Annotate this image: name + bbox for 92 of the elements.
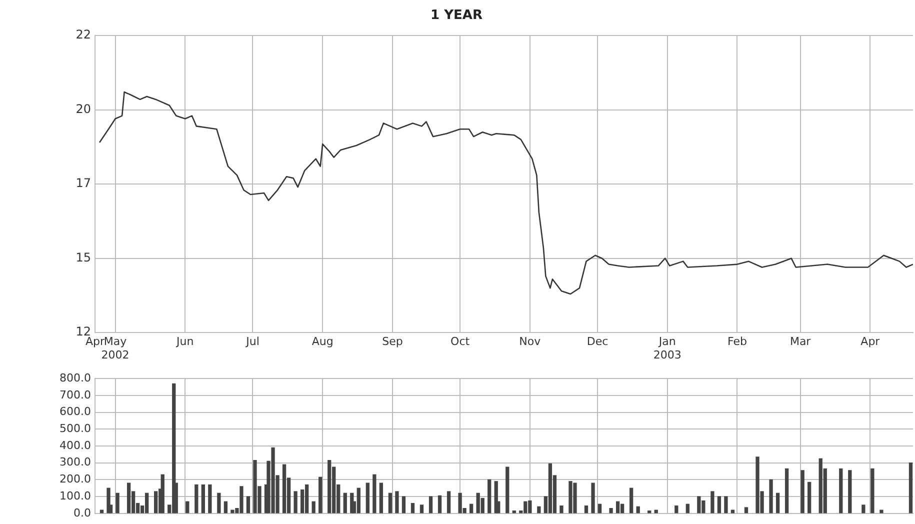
bar <box>908 462 913 514</box>
bar <box>469 504 474 514</box>
bar <box>328 460 332 514</box>
bar <box>126 482 131 514</box>
y-tick-label: 500.0 <box>60 422 91 436</box>
bar <box>201 484 205 514</box>
bar <box>609 508 613 514</box>
y-tick-label: 0.0 <box>74 506 91 520</box>
y-tick-label: 700.0 <box>60 388 91 402</box>
bar <box>730 510 735 514</box>
bar <box>446 491 451 514</box>
y-tick-label: 22 <box>76 28 91 42</box>
bar <box>395 491 399 514</box>
y-tick-label: 600.0 <box>60 405 91 418</box>
y-tick-label: 800.0 <box>60 371 91 384</box>
x-tick-label: Apr <box>85 335 105 348</box>
bar <box>294 491 298 514</box>
bar <box>186 501 190 514</box>
bar <box>194 484 198 514</box>
x-tick-label: Apr <box>860 335 880 348</box>
bar <box>560 505 564 514</box>
bar <box>512 510 516 514</box>
bar <box>304 484 309 514</box>
y-tick-label: 200.0 <box>60 472 91 486</box>
bar <box>356 488 360 514</box>
bar <box>654 510 658 514</box>
chart-title: 1 YEAR <box>430 8 482 24</box>
bar <box>784 468 789 514</box>
bar <box>217 492 221 514</box>
y-tick-label: 17 <box>76 176 91 190</box>
bar <box>710 491 714 514</box>
bar <box>388 492 392 514</box>
bar <box>870 468 874 514</box>
bar <box>636 506 640 514</box>
bar <box>537 506 541 514</box>
bar <box>848 470 852 514</box>
x-tick-label: Feb <box>727 335 747 348</box>
bar <box>438 495 442 514</box>
bar <box>548 463 552 514</box>
bar <box>724 496 728 514</box>
bar <box>246 496 250 514</box>
x-tick-label: Jun <box>176 335 194 348</box>
y-tick-label: 15 <box>76 250 91 264</box>
bar <box>372 474 376 514</box>
x-tick-label: Jan 2003 <box>653 335 682 362</box>
bar <box>366 482 370 514</box>
bar <box>312 501 316 514</box>
x-tick-label: Nov <box>519 335 542 348</box>
bar <box>428 496 433 514</box>
bar <box>343 492 347 514</box>
bar <box>402 496 406 514</box>
bar <box>379 482 384 514</box>
x-tick-label: Dec <box>586 335 608 348</box>
bar <box>808 482 812 514</box>
bar <box>488 479 492 514</box>
bar <box>769 479 773 514</box>
x-tick-label: Mar <box>790 335 812 348</box>
bar <box>208 484 212 514</box>
bar <box>420 504 424 514</box>
y-tick-label: 400.0 <box>60 438 91 452</box>
bar <box>224 501 228 514</box>
bar <box>839 468 843 514</box>
x-tick-label: Oct <box>450 335 470 348</box>
bar <box>506 466 510 514</box>
bar <box>629 488 634 514</box>
bar <box>598 504 602 514</box>
bar <box>160 474 164 514</box>
bar <box>591 482 595 514</box>
y-tick-label: 20 <box>76 102 91 116</box>
bar <box>616 501 620 514</box>
bar <box>620 504 624 514</box>
bar <box>744 507 748 514</box>
x-tick-label: Sep <box>382 335 403 348</box>
bar <box>776 492 780 514</box>
x-tick-label: Aug <box>312 335 334 348</box>
bar <box>584 505 588 514</box>
bar <box>648 510 652 514</box>
bar <box>318 476 322 514</box>
bar <box>282 464 286 514</box>
bar <box>717 496 722 514</box>
bar <box>880 510 884 514</box>
bar <box>410 502 415 514</box>
bar <box>100 510 104 514</box>
bar <box>674 505 678 514</box>
bar <box>116 492 120 514</box>
y-tick-label: 300.0 <box>60 456 91 469</box>
y-tick-label: 100.0 <box>60 489 91 502</box>
bar <box>154 491 158 514</box>
bar <box>862 504 866 514</box>
x-tick-label: Jul <box>245 335 260 348</box>
bar <box>686 504 690 514</box>
bar <box>800 470 804 514</box>
